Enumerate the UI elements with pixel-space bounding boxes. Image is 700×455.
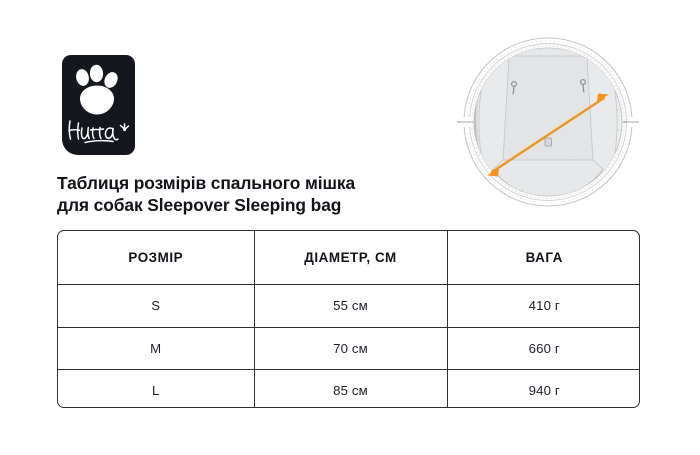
- page-title: Таблиця розмірів спального мішка для соб…: [57, 172, 497, 216]
- column-header-size: РОЗМІР: [58, 231, 255, 285]
- page-title-line-2: для собак Sleepover Sleeping bag: [57, 195, 342, 216]
- cell-diameter: 85 см: [254, 369, 448, 407]
- column-header-weight: ВАГА: [447, 231, 639, 285]
- cell-weight: 660 г: [447, 327, 639, 371]
- cell-size: M: [58, 327, 255, 371]
- hutta-logo: [62, 55, 135, 155]
- zipper-pull-right: [580, 78, 587, 93]
- column-header-diameter: ДІАМЕТР, СМ: [254, 231, 448, 285]
- hutta-wordmark: [68, 120, 130, 144]
- table-row: L 85 см 940 г: [58, 369, 639, 407]
- cell-diameter: 70 см: [254, 327, 448, 371]
- zipper-pull-left: [510, 80, 517, 95]
- cell-weight: 410 г: [447, 284, 639, 328]
- round-dog-sleeping-bag-illustration: [457, 37, 639, 207]
- table-header-row: РОЗМІР ДІАМЕТР, СМ ВАГА: [58, 231, 639, 285]
- floor-panel-stitching: [502, 55, 594, 161]
- cell-size: L: [58, 369, 255, 407]
- table-row: S 55 см 410 г: [58, 284, 639, 328]
- brand-tag: [544, 137, 552, 147]
- diameter-arrow: [487, 93, 609, 177]
- cell-size: S: [58, 284, 255, 328]
- cell-weight: 940 г: [528, 383, 560, 399]
- table-row: M 70 см 660 г: [58, 327, 639, 371]
- cell-diameter: 55 см: [254, 284, 448, 328]
- page-title-line-1: Таблиця розмірів спального мішка: [57, 173, 356, 193]
- size-table: РОЗМІР ДІАМЕТР, СМ ВАГА S 55 см 410 г M …: [57, 230, 640, 408]
- paw-print-icon: [76, 64, 118, 115]
